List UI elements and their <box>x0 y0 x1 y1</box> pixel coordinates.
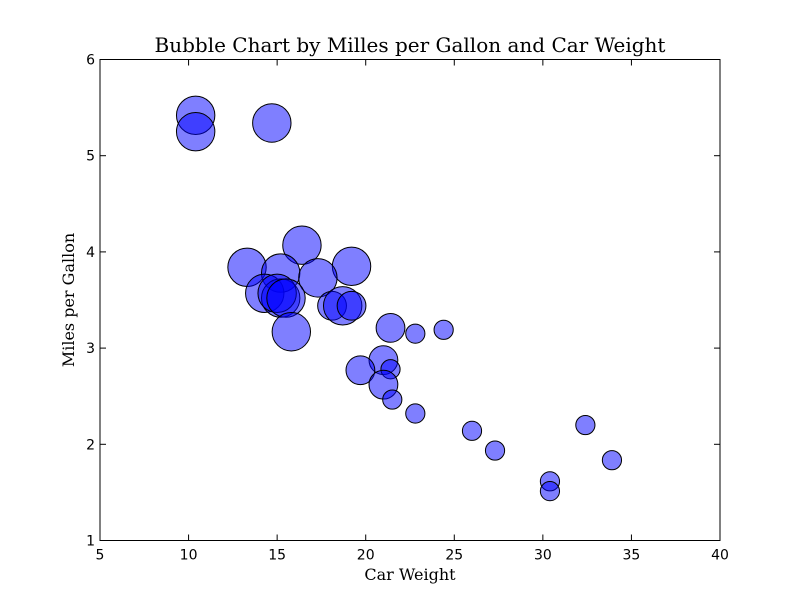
bubble-point-1 <box>175 111 216 152</box>
y-tick-label-3: 4 <box>86 245 95 261</box>
plot-frame <box>99 59 721 541</box>
x-axis-label: Car Weight <box>364 565 456 584</box>
bubble-point-25 <box>461 420 483 441</box>
x-tick-label-7: 40 <box>711 548 729 564</box>
x-tick-label-0: 5 <box>96 548 105 564</box>
bubble-point-7 <box>298 258 338 298</box>
bubble-point-11 <box>266 278 306 318</box>
y-tick-label-1: 2 <box>86 437 95 453</box>
bubble-point-18 <box>433 319 454 340</box>
y-tick-label-4: 5 <box>86 149 95 165</box>
bubble-point-30 <box>539 481 561 502</box>
x-tick-label-4: 25 <box>445 548 463 564</box>
x-tick-label-5: 30 <box>534 548 552 564</box>
bubble-point-28 <box>601 450 623 471</box>
x-tick-label-6: 35 <box>623 548 641 564</box>
y-tick-label-5: 6 <box>86 53 95 69</box>
bubble-point-24 <box>405 403 426 424</box>
bubble-point-27 <box>575 414 596 436</box>
bubble-point-17 <box>405 323 426 344</box>
bubble-point-26 <box>484 440 506 461</box>
bubble-point-2 <box>252 103 292 143</box>
bubble-point-16 <box>375 312 406 343</box>
y-axis-label: Miles per Gallon <box>59 233 78 367</box>
bubble-layer <box>175 95 623 502</box>
bubble-point-23 <box>382 389 403 410</box>
chart-title: Bubble Chart by Milles per Gallon and Ca… <box>155 33 666 57</box>
x-tick-label-3: 20 <box>357 548 375 564</box>
y-tick-label-0: 1 <box>86 534 95 550</box>
x-tick-label-1: 10 <box>180 548 198 564</box>
bubble-point-21 <box>345 355 376 386</box>
x-tick-label-2: 15 <box>268 548 286 564</box>
bubble-point-3 <box>282 225 322 265</box>
axis-ticks: 5 10 15 20 25 30 35 40 1 2 3 4 5 6 <box>86 53 729 564</box>
y-tick-label-2: 3 <box>86 341 95 357</box>
bubble-point-15 <box>336 290 367 321</box>
bubble-point-12 <box>271 312 312 352</box>
bubble-point-5 <box>331 246 372 287</box>
